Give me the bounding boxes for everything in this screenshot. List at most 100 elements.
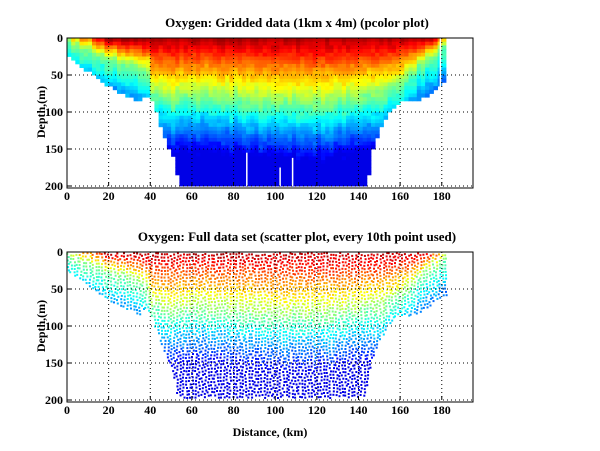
heatmap-cell	[341, 38, 347, 43]
heatmap-cell	[433, 38, 438, 43]
scatter-point	[264, 340, 267, 343]
scatter-point	[245, 254, 248, 257]
heatmap-cell	[296, 104, 301, 109]
heatmap-cell	[196, 174, 201, 179]
scatter-point	[244, 284, 247, 287]
heatmap-cell	[383, 89, 389, 94]
heatmap-cell	[312, 56, 318, 61]
heatmap-cell	[312, 141, 318, 146]
scatter-point	[282, 277, 284, 280]
scatter-point	[259, 294, 262, 297]
heatmap-cell	[258, 145, 264, 150]
heatmap-cell	[83, 49, 89, 54]
scatter-point	[291, 326, 294, 329]
scatter-point	[120, 271, 123, 274]
scatter-point	[170, 314, 173, 317]
scatter-point	[172, 280, 175, 283]
scatter-point	[251, 266, 254, 269]
heatmap-cell	[308, 130, 314, 135]
heatmap-cell	[221, 123, 226, 128]
heatmap-cell	[187, 160, 193, 165]
scatter-point	[278, 315, 281, 318]
scatter-point	[244, 287, 246, 290]
heatmap-cell	[241, 141, 247, 146]
heatmap-cell	[142, 38, 147, 43]
heatmap-cell	[350, 115, 355, 120]
scatter-point	[191, 296, 194, 299]
heatmap-cell	[237, 123, 243, 128]
scatter-point	[285, 320, 288, 323]
heatmap-cell	[258, 93, 264, 98]
heatmap-cell	[229, 71, 234, 76]
scatter-point	[257, 328, 260, 330]
heatmap-cell	[212, 52, 218, 57]
scatter-point	[225, 275, 228, 278]
heatmap-cell	[296, 93, 301, 98]
heatmap-cell	[266, 108, 272, 113]
scatter-point	[147, 286, 150, 289]
scatter-point	[217, 380, 220, 383]
heatmap-cell	[212, 149, 218, 154]
scatter-point	[169, 288, 172, 291]
heatmap-cell	[387, 82, 393, 87]
scatter-point	[223, 259, 226, 262]
heatmap-cell	[246, 82, 251, 87]
scatter-point	[161, 259, 164, 262]
scatter-point	[95, 272, 98, 275]
heatmap-cell	[266, 49, 272, 54]
heatmap-cell	[121, 82, 126, 87]
heatmap-cell	[396, 63, 401, 68]
heatmap-cell	[175, 171, 180, 176]
heatmap-cell	[241, 130, 247, 135]
scatter-point	[185, 277, 188, 280]
heatmap-cell	[321, 82, 326, 87]
heatmap-cell	[246, 100, 251, 105]
scatter-point	[266, 358, 269, 361]
scatter-point	[232, 286, 235, 289]
heatmap-cell	[171, 141, 176, 146]
scatter-point	[229, 389, 232, 392]
scatter-point	[69, 257, 72, 260]
heatmap-cell	[254, 149, 259, 154]
scatter-point	[257, 304, 260, 307]
heatmap-cell	[266, 156, 272, 161]
heatmap-cell	[241, 100, 247, 105]
scatter-point	[185, 337, 188, 340]
heatmap-cell	[312, 182, 318, 187]
heatmap-cell	[400, 97, 405, 102]
heatmap-cell	[166, 49, 172, 54]
heatmap-cell	[254, 152, 259, 157]
scatter-point	[185, 367, 188, 370]
heatmap-cell	[325, 78, 330, 83]
heatmap-cell	[171, 78, 176, 83]
heatmap-cell	[196, 38, 201, 43]
heatmap-cell	[258, 134, 264, 139]
scatter-point	[191, 376, 194, 379]
heatmap-cell	[166, 134, 172, 139]
scatter-point	[275, 307, 278, 310]
scatter-point	[148, 263, 151, 266]
scatter-point	[191, 369, 194, 372]
scatter-point	[197, 391, 200, 394]
heatmap-cell	[79, 45, 85, 50]
heatmap-cell	[441, 41, 447, 46]
scatter-point	[164, 333, 167, 336]
scatter-point	[192, 349, 195, 352]
heatmap-cell	[191, 93, 197, 98]
scatter-point	[173, 350, 176, 353]
heatmap-cell	[166, 52, 172, 57]
heatmap-cell	[117, 71, 122, 76]
scatter-point	[297, 299, 300, 302]
heatmap-cell	[341, 171, 347, 176]
scatter-point	[126, 278, 129, 280]
scatter-point	[139, 303, 141, 306]
scatter-point	[217, 346, 219, 349]
heatmap-cell	[262, 115, 268, 120]
heatmap-cell	[229, 52, 234, 57]
scatter-point	[238, 275, 241, 278]
heatmap-cell	[196, 52, 201, 57]
heatmap-cell	[250, 178, 255, 183]
scatter-point	[185, 327, 188, 330]
scatter-point	[282, 327, 285, 330]
heatmap-cell	[196, 126, 201, 131]
